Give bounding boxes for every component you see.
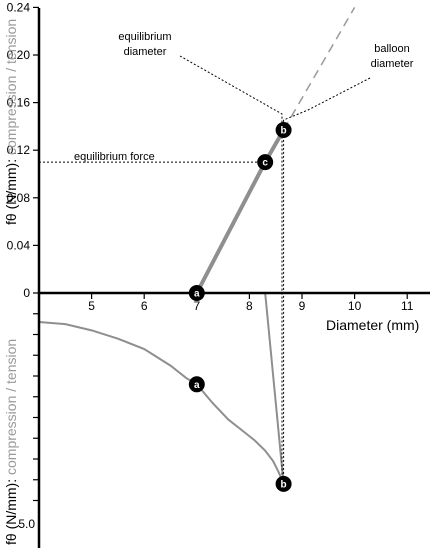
bottom-y-tick-label: 5.0 xyxy=(18,517,35,531)
plot-layer xyxy=(38,7,356,485)
annotation-equilibrium-diameter-line1: equilibrium xyxy=(118,31,171,43)
top-point-a-label: a xyxy=(194,289,200,300)
top-point-c: c xyxy=(257,154,274,171)
x-tick-label: 10 xyxy=(348,299,362,313)
y-tick-label: 0.04 xyxy=(7,238,31,252)
x-tick-label: 6 xyxy=(141,299,148,313)
top-point-a-circle xyxy=(188,285,205,301)
axes-layer: 5 6 7 8 9 10 11 0 0.04 0.08 0.12 0.16 0.20 0.24 xyxy=(7,0,430,548)
annotation-balloon-diameter-line1: balloon xyxy=(374,43,409,55)
y-tick-label: 0.16 xyxy=(7,96,31,110)
y-tick-label: 0.20 xyxy=(7,48,31,62)
top-point-c-label: c xyxy=(262,158,268,169)
x-tick-label: 8 xyxy=(246,299,253,313)
top-point-c-circle xyxy=(257,154,274,171)
bottom-point-b: b xyxy=(275,475,292,492)
top-series-solid xyxy=(194,127,286,295)
bottom-series-curve xyxy=(38,321,285,485)
top-point-b: b xyxy=(275,121,292,138)
bottom-y-axis-title: fθ (N/mm): compression / tension xyxy=(3,339,19,545)
bottom-point-b-label: b xyxy=(281,479,287,490)
balloon-diameter-leader xyxy=(283,77,371,484)
x-tick-label: 9 xyxy=(299,299,306,313)
equilibrium-diameter-leader xyxy=(179,55,283,484)
top-series-dashed xyxy=(282,7,356,131)
bottom-point-a: a xyxy=(188,376,205,393)
y-tick-label: 0 xyxy=(23,286,30,300)
bottom-point-b-circle xyxy=(275,475,292,492)
y-tick-label: 0.08 xyxy=(7,191,31,205)
x-axis-title: Diameter (mm) xyxy=(326,317,419,333)
top-y-axis-title: fθ (N/mm): compression / tension xyxy=(3,19,19,225)
y-tick-label: 0.12 xyxy=(7,143,31,157)
annotation-equilibrium-diameter-line2: diameter xyxy=(124,46,167,58)
x-tick-label: 5 xyxy=(88,299,95,313)
top-point-b-circle xyxy=(275,121,292,138)
top-point-b-label: b xyxy=(281,125,287,136)
bottom-point-a-circle xyxy=(188,376,205,393)
marker-layer: a c b a b xyxy=(188,121,292,492)
bottom-point-a-label: a xyxy=(194,380,200,391)
bottom-series-line xyxy=(264,292,285,484)
x-tick-label: 7 xyxy=(193,299,200,313)
x-tick-label: 11 xyxy=(401,299,414,313)
top-point-a: a xyxy=(188,285,205,301)
annotation-equilibrium-force: equilibrium force xyxy=(74,151,155,163)
annotation-balloon-diameter-line2: diameter xyxy=(371,58,414,70)
y-tick-label: 0.24 xyxy=(7,0,31,14)
